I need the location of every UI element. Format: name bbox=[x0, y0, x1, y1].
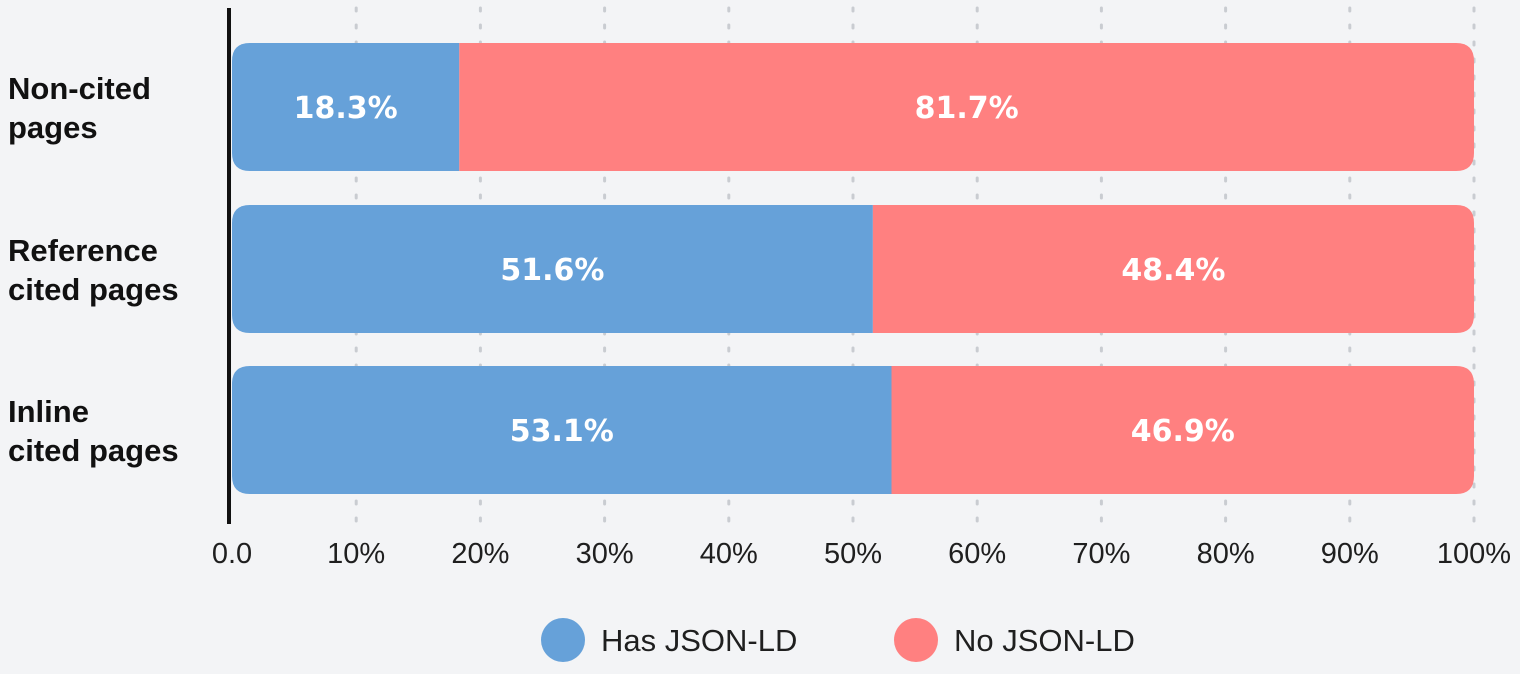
x-tick-label: 10% bbox=[327, 538, 385, 570]
data-label: 18.3% bbox=[294, 91, 398, 126]
x-tick-label: 80% bbox=[1197, 538, 1255, 570]
x-tick-label: 100% bbox=[1437, 538, 1511, 570]
category-label-line: pages bbox=[8, 110, 98, 145]
category-label-line: Non-cited bbox=[8, 71, 151, 106]
bar-segment bbox=[232, 366, 892, 494]
data-label: 53.1% bbox=[510, 414, 614, 449]
bar-segment bbox=[872, 205, 1474, 333]
x-tick-label: 20% bbox=[451, 538, 509, 570]
x-tick-label: 90% bbox=[1321, 538, 1379, 570]
bar-segment bbox=[232, 43, 460, 171]
category-label-line: cited pages bbox=[8, 272, 179, 307]
legend-label: Has JSON-LD bbox=[601, 623, 797, 658]
data-label: 46.9% bbox=[1131, 414, 1235, 449]
category-label-line: cited pages bbox=[8, 433, 179, 468]
data-label: 51.6% bbox=[500, 253, 604, 288]
legend-swatch bbox=[541, 618, 585, 662]
legend-swatch bbox=[894, 618, 938, 662]
data-label: 48.4% bbox=[1121, 253, 1225, 288]
category-label: Reference cited pages bbox=[8, 233, 179, 307]
category-label-line: Inline bbox=[8, 394, 89, 429]
category-label-line: Reference bbox=[8, 233, 158, 268]
x-tick-label: 50% bbox=[824, 538, 882, 570]
x-tick-label: 40% bbox=[700, 538, 758, 570]
category-label: Inline cited pages bbox=[8, 394, 179, 468]
legend: Has JSON-LD No JSON-LD bbox=[541, 618, 1135, 662]
x-tick-label: 30% bbox=[576, 538, 634, 570]
x-tick-label: 70% bbox=[1072, 538, 1130, 570]
x-tick-labels: 0.0 10% 20% 30% 40% 50% 60% 70% 80% 90% 100% bbox=[212, 538, 1511, 570]
x-tick-label: 60% bbox=[948, 538, 1006, 570]
bars: 18.3% 81.7% 51.6% 48.4% 53.1% 46.9% bbox=[232, 43, 1474, 494]
bar-segment bbox=[232, 205, 873, 333]
bar-segment bbox=[459, 43, 1474, 171]
legend-label: No JSON-LD bbox=[954, 623, 1135, 658]
category-label: Non-cited pages bbox=[8, 71, 151, 145]
bar-segment bbox=[891, 366, 1474, 494]
data-label: 81.7% bbox=[915, 91, 1019, 126]
x-tick-label: 0.0 bbox=[212, 538, 252, 570]
